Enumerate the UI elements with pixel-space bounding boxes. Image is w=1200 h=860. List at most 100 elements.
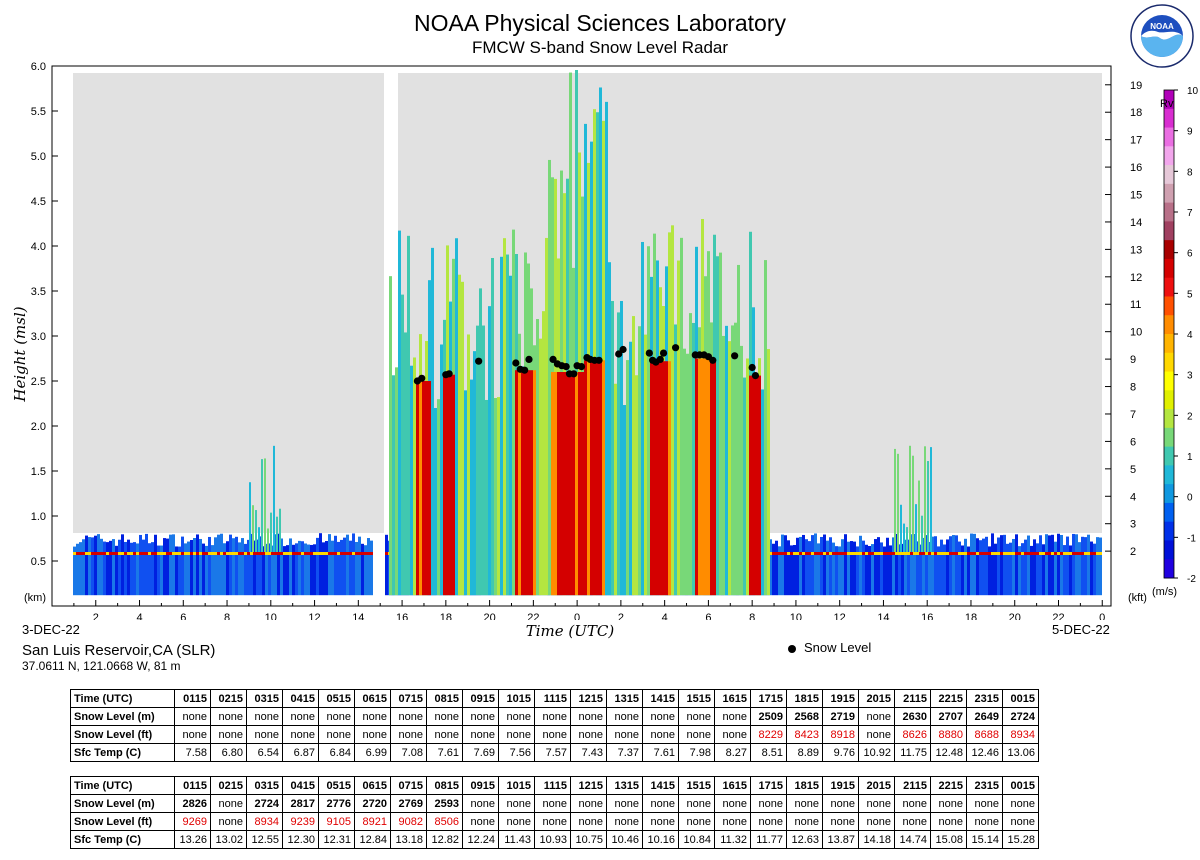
heatmap-clutter-band — [841, 539, 844, 596]
heatmap-clutter-band — [1051, 534, 1054, 596]
table-row-header: Sfc Temp (C) — [70, 743, 175, 762]
heatmap-echo-column — [395, 367, 398, 596]
heatmap-clutter-band — [244, 543, 247, 596]
colorbar-tick-label: 10 — [1187, 86, 1199, 97]
heatmap-clutter-band — [799, 536, 802, 596]
table-cell: 11.43 — [498, 830, 535, 849]
table-cell: 1215 — [570, 776, 607, 795]
heatmap-clutter-line — [133, 552, 136, 555]
heatmap-clutter-line — [823, 552, 826, 555]
heatmap-weak-echo — [270, 512, 272, 552]
heatmap-clutter-line — [259, 552, 262, 555]
heatmap-clutter-line — [241, 552, 244, 555]
x-tick-label: 18 — [440, 612, 452, 620]
heatmap-rain-core — [416, 381, 419, 596]
heatmap-clutter-band — [805, 539, 808, 596]
radar-plot: 6.05.55.04.54.03.53.02.52.01.51.00.5 191… — [24, 61, 1199, 620]
heatmap-clutter-line — [919, 552, 922, 555]
heatmap-clutter-line — [1018, 552, 1021, 555]
heatmap-clutter-band — [142, 539, 145, 596]
table-cell: 10.46 — [606, 830, 643, 849]
heatmap-rain-core — [449, 374, 452, 596]
y-unit-right: (kft) — [1128, 592, 1147, 604]
x-tick-label: 6 — [180, 612, 186, 620]
heatmap-clutter-band — [886, 537, 889, 596]
heatmap-clutter-band — [868, 545, 871, 596]
heatmap-echo-column — [389, 276, 392, 596]
heatmap-echo-column — [470, 379, 473, 596]
heatmap-clutter-band — [331, 540, 334, 596]
heatmap-clutter-band — [346, 534, 349, 596]
heatmap-clutter-band — [181, 536, 184, 596]
heatmap-rain-core — [446, 374, 449, 596]
heatmap-rain-core — [668, 361, 671, 596]
heatmap-clutter-band — [367, 538, 370, 596]
snow-level-point — [562, 363, 570, 371]
chart-title: NOAA Physical Sciences Laboratory — [413, 10, 786, 36]
heatmap-rain-core — [566, 372, 569, 596]
snow-level-point — [709, 356, 717, 364]
y-tick-label-right: 13 — [1130, 244, 1142, 256]
heatmap-rain-core — [659, 361, 662, 596]
heatmap-weak-echo — [921, 515, 923, 552]
heatmap-clutter-line — [337, 552, 340, 555]
heatmap-clutter-band — [796, 537, 799, 596]
table-cell: 2315 — [966, 776, 1003, 795]
y-tick-label-left: 1.5 — [31, 466, 46, 478]
table-cell: 2719 — [822, 707, 859, 726]
heatmap-clutter-line — [178, 552, 181, 555]
heatmap-weak-echo — [924, 446, 926, 552]
heatmap-clutter-line — [211, 552, 214, 555]
colorbar-segment — [1164, 108, 1174, 129]
heatmap-clutter-band — [1066, 536, 1069, 596]
heatmap-clutter-line — [142, 552, 145, 555]
heatmap-rain-core — [587, 360, 590, 596]
heatmap-clutter-line — [94, 552, 97, 555]
heatmap-clutter-band — [202, 543, 205, 596]
table-cell: 8423 — [786, 725, 823, 744]
colorbar-tick-label: 2 — [1187, 411, 1193, 422]
heatmap-clutter-line — [865, 552, 868, 555]
heatmap-rain-core — [581, 372, 584, 596]
heatmap-clutter-band — [295, 543, 298, 596]
heatmap-clutter-band — [334, 535, 337, 596]
table-cell: none — [894, 794, 931, 813]
table-cell: 1615 — [714, 776, 751, 795]
table-cell: none — [174, 707, 211, 726]
table-cell: 9082 — [390, 812, 427, 831]
heatmap-echo-column — [611, 301, 614, 596]
heatmap-echo-column — [575, 70, 578, 596]
heatmap-clutter-band — [802, 534, 805, 596]
table-cell: none — [570, 812, 607, 831]
table-cell: 1215 — [570, 689, 607, 708]
heatmap-clutter-band — [184, 543, 187, 596]
heatmap-clutter-band — [1027, 535, 1030, 596]
table-cell: 10.16 — [642, 830, 679, 849]
heatmap-clutter-band — [1009, 542, 1012, 596]
x-axis: 2 4 6 8 10 12 14 16 18 20 22 0 2 4 6 8 10 12 14 16 18 20 22 0 — [73, 600, 1105, 620]
table-cell: none — [354, 725, 391, 744]
table-cell: 13.06 — [1002, 743, 1039, 762]
heatmap-clutter-band — [343, 537, 346, 596]
heatmap-clutter-band — [175, 546, 178, 596]
heatmap-clutter-band — [1069, 545, 1072, 596]
heatmap-echo-column — [743, 377, 746, 596]
heatmap-clutter-line — [958, 552, 961, 555]
heatmap-clutter-line — [808, 552, 811, 555]
x-tick-label: 8 — [749, 612, 755, 620]
table-cell: 6.80 — [210, 743, 247, 762]
table-cell: 0815 — [426, 776, 463, 795]
table-row: Snow Level (m) 2826 none 2724 2817 2776 2720 27… — [70, 794, 1039, 813]
heatmap-clutter-band — [169, 534, 172, 596]
heatmap-clutter-band — [133, 542, 136, 596]
heatmap-echo-column — [569, 72, 572, 596]
table-cell: 8880 — [930, 725, 967, 744]
heatmap-clutter-line — [1015, 552, 1018, 555]
heatmap-clutter-band — [940, 539, 943, 596]
table-cell: none — [714, 707, 751, 726]
table-cell: 1415 — [642, 689, 679, 708]
heatmap-clutter-line — [796, 552, 799, 555]
heatmap-rain-core — [554, 372, 557, 596]
heatmap-clutter-line — [1027, 552, 1030, 555]
